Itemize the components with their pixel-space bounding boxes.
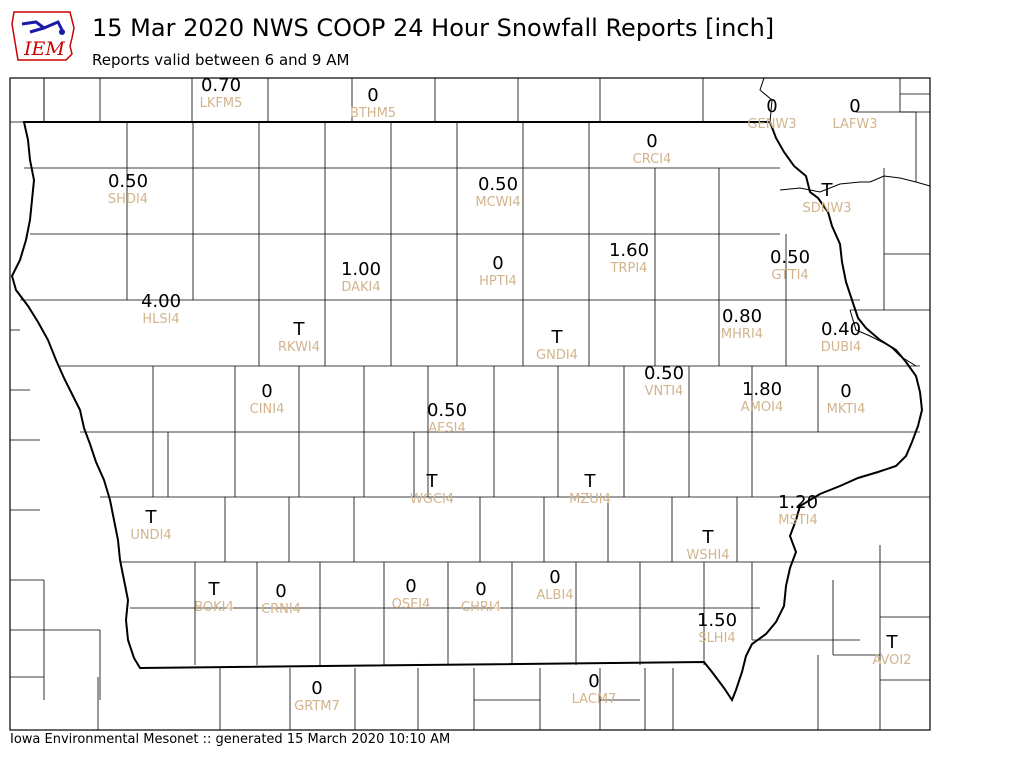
- station-id: MZUI4: [569, 492, 611, 507]
- station-id: GTTI4: [771, 268, 808, 283]
- station-value: T: [821, 180, 834, 201]
- station-value: T: [145, 507, 158, 528]
- station-value: T: [886, 632, 899, 653]
- station-id: TRPI4: [610, 261, 648, 276]
- station-value: T: [293, 319, 306, 340]
- station-value: T: [584, 471, 597, 492]
- station-id: AMOI4: [741, 400, 783, 415]
- station-id: WSHI4: [687, 548, 730, 563]
- map-subtitle: Reports valid between 6 and 9 AM: [92, 51, 350, 69]
- station-value: 4.00: [141, 291, 181, 312]
- station-value: 0: [367, 85, 378, 106]
- station-value: 1.50: [697, 610, 737, 631]
- station-value: 0.80: [722, 306, 762, 327]
- station-id: RKWI4: [278, 340, 320, 355]
- station-id: SLHI4: [698, 631, 735, 646]
- iem-logo: IEM: [11, 11, 75, 61]
- station-value: 0: [405, 576, 416, 597]
- station-value: 0: [549, 567, 560, 588]
- iowa-border: [10, 121, 924, 703]
- station-value: 1.20: [778, 492, 818, 513]
- station-value: 0: [261, 381, 272, 402]
- station-id: LACM7: [572, 692, 617, 707]
- county-grid: [10, 78, 930, 730]
- station-id: BOKI4: [194, 600, 234, 615]
- station-value: T: [551, 327, 564, 348]
- station-id: GRTM7: [294, 699, 340, 714]
- station-value: 0.50: [478, 174, 518, 195]
- station-id: MHRI4: [721, 327, 763, 342]
- station-id: BTHM5: [350, 106, 396, 121]
- station-id: VNTI4: [645, 384, 684, 399]
- logo-text: IEM: [23, 38, 65, 60]
- station-id: AESI4: [428, 421, 465, 436]
- station-id: CHRI4: [461, 600, 501, 615]
- station-value: 0.50: [770, 247, 810, 268]
- station-value: 0: [840, 381, 851, 402]
- station-id: HLSI4: [142, 312, 179, 327]
- station-value: T: [208, 579, 221, 600]
- station-id: CINI4: [250, 402, 285, 417]
- station-value: 1.60: [609, 240, 649, 261]
- station-value: 0: [275, 581, 286, 602]
- station-id: HPTI4: [479, 274, 517, 289]
- station-id: DUBI4: [821, 340, 862, 355]
- station-id: GENW3: [747, 117, 796, 132]
- station-id: OSEI4: [392, 597, 431, 612]
- station-value: T: [702, 527, 715, 548]
- station-id: SHDI4: [108, 192, 148, 207]
- station-id: CRCI4: [633, 152, 672, 167]
- station-id: MKTI4: [827, 402, 866, 417]
- station-id: ALBI4: [536, 588, 573, 603]
- station-id: MCWI4: [475, 195, 520, 210]
- station-value: 0: [646, 131, 657, 152]
- station-id: GNDI4: [536, 348, 578, 363]
- station-value: 0.50: [427, 400, 467, 421]
- map-frame: [9, 77, 931, 731]
- station-id: WGCI4: [410, 492, 454, 507]
- station-value: 0.50: [108, 171, 148, 192]
- map-title: 15 Mar 2020 NWS COOP 24 Hour Snowfall Re…: [92, 14, 775, 42]
- station-value: 0: [849, 96, 860, 117]
- station-id: MSTI4: [778, 513, 818, 528]
- station-value: 1.80: [742, 379, 782, 400]
- station-value: T: [426, 471, 439, 492]
- station-id: CRNI4: [261, 602, 301, 617]
- station-id: UNDI4: [130, 528, 171, 543]
- station-id: DAKI4: [341, 280, 380, 295]
- station-value: 0: [475, 579, 486, 600]
- station-value: 1.00: [341, 259, 381, 280]
- station-id: AVOI2: [872, 653, 911, 668]
- station-value: 0.40: [821, 319, 861, 340]
- map-footer: Iowa Environmental Mesonet :: generated …: [10, 732, 451, 747]
- station-value: 0: [588, 671, 599, 692]
- station-value: 0: [492, 253, 503, 274]
- station-value: 0.50: [644, 363, 684, 384]
- station-value: 0.70: [201, 75, 241, 96]
- station-value: 0: [311, 678, 322, 699]
- station-id: LKFM5: [200, 96, 243, 111]
- station-value: 0: [766, 96, 777, 117]
- station-id: LAFW3: [832, 117, 877, 132]
- station-id: SDNW3: [802, 201, 851, 216]
